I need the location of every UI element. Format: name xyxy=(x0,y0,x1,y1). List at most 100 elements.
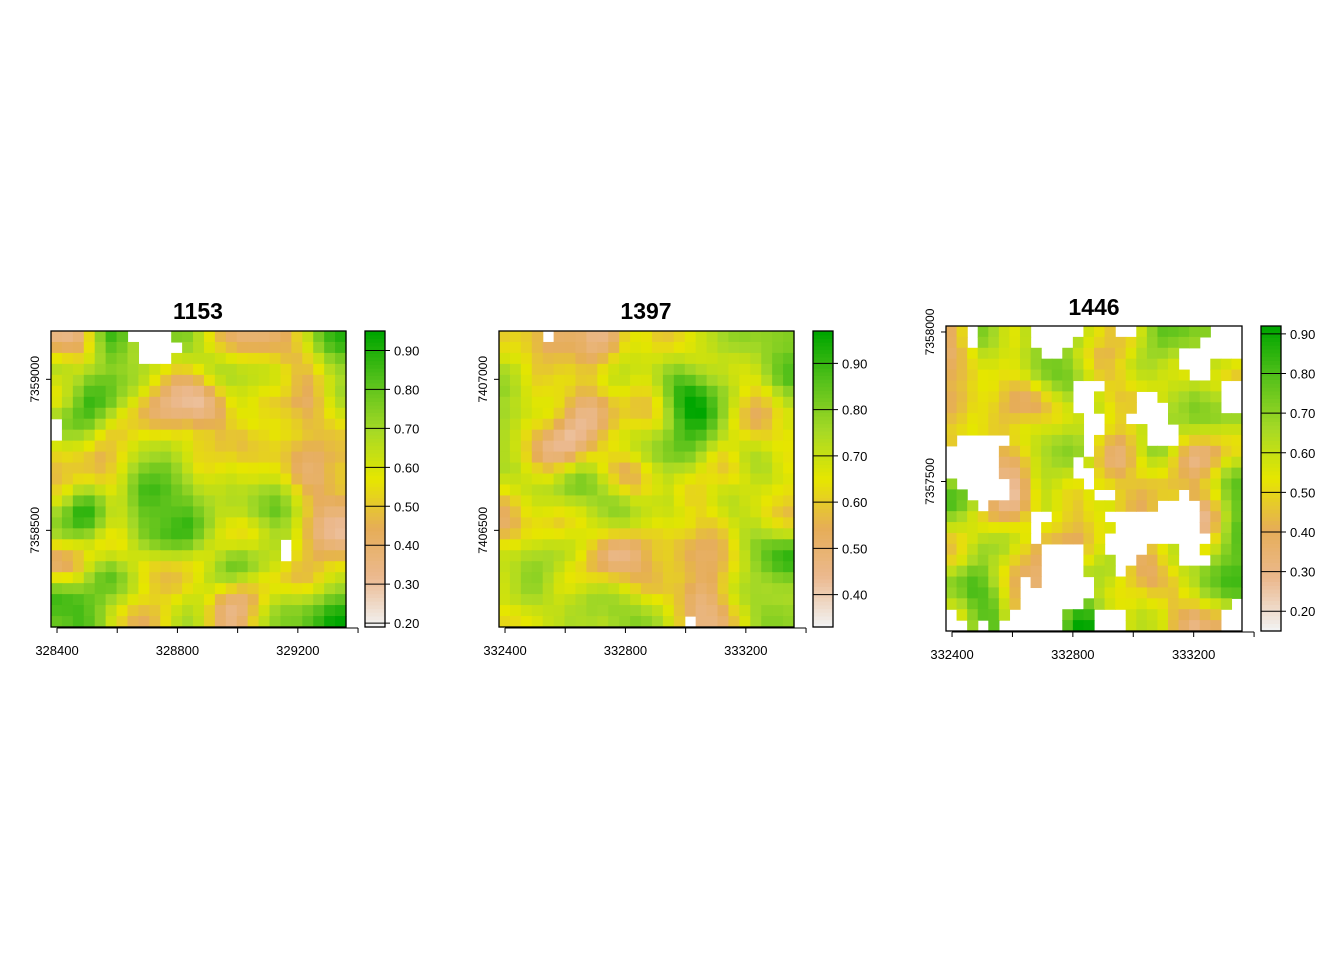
raster-cell xyxy=(553,385,566,398)
raster-cell xyxy=(258,363,271,376)
raster-cell xyxy=(564,440,577,453)
raster-cell xyxy=(706,517,719,529)
raster-cell xyxy=(619,616,631,628)
raster-cell xyxy=(1168,598,1180,610)
raster-cell xyxy=(160,528,172,540)
raster-cell xyxy=(1231,424,1243,436)
raster-cell xyxy=(1168,336,1180,349)
raster-cell xyxy=(72,374,85,387)
raster-cell xyxy=(127,407,140,420)
raster-cell xyxy=(739,605,751,617)
raster-cell xyxy=(553,506,566,518)
raster-cell xyxy=(684,396,697,409)
raster-cell xyxy=(61,539,74,551)
raster-cell xyxy=(662,605,675,617)
raster-cell xyxy=(1220,565,1233,578)
raster-cell xyxy=(1030,565,1042,578)
colorbar-segment xyxy=(813,612,833,617)
raster-cell xyxy=(706,429,719,442)
raster-cell xyxy=(61,331,74,343)
raster-cell xyxy=(531,594,544,606)
raster-cell xyxy=(1009,598,1021,610)
colorbar-segment xyxy=(365,534,385,539)
raster-cell xyxy=(684,407,697,420)
raster-cell xyxy=(193,385,205,398)
raster-cell xyxy=(61,429,74,442)
raster-cell xyxy=(531,550,544,562)
raster-cell xyxy=(695,550,708,562)
raster-cell xyxy=(1231,413,1243,425)
raster-cell xyxy=(335,418,347,431)
raster-cell xyxy=(1020,434,1032,447)
raster-cell xyxy=(509,605,522,617)
raster-cell xyxy=(761,550,773,562)
raster-cell xyxy=(280,462,292,475)
raster-cell xyxy=(662,429,675,442)
raster-cell xyxy=(214,506,227,518)
raster-cell xyxy=(247,583,260,595)
colorbar-segment xyxy=(1261,474,1281,480)
raster-cell xyxy=(280,385,292,398)
raster-cell xyxy=(706,583,719,595)
y-tick-label: 7407000 xyxy=(476,356,490,403)
raster-cell xyxy=(1157,380,1169,392)
raster-cell xyxy=(127,363,140,376)
raster-cell xyxy=(772,374,784,387)
raster-cell xyxy=(553,363,566,376)
colorbar-segment xyxy=(813,578,833,584)
raster-cell xyxy=(1220,445,1233,458)
raster-cell xyxy=(51,385,63,398)
colorbar-segment xyxy=(813,416,833,421)
raster-cell xyxy=(630,517,642,529)
raster-cell xyxy=(182,539,194,551)
raster-cell xyxy=(695,462,708,475)
colorbar-segment xyxy=(1261,592,1281,598)
raster-cell xyxy=(988,554,1000,567)
raster-cell xyxy=(520,484,533,497)
raster-cell xyxy=(269,429,282,442)
raster-cell xyxy=(1020,511,1032,523)
raster-cell xyxy=(72,605,85,617)
raster-cell xyxy=(1009,478,1021,490)
raster-cell xyxy=(51,495,63,507)
raster-cell xyxy=(977,413,989,425)
raster-cell xyxy=(313,341,325,354)
raster-cell xyxy=(149,605,161,617)
colorbar-segment xyxy=(365,438,385,443)
raster-cell xyxy=(324,374,336,387)
raster-cell xyxy=(509,594,522,606)
raster-cell xyxy=(520,385,533,398)
raster-cell xyxy=(324,517,336,529)
raster-cell xyxy=(1072,413,1085,425)
raster-cell xyxy=(193,473,205,486)
raster-cell xyxy=(1146,369,1159,382)
raster-cell xyxy=(509,473,522,486)
raster-cell xyxy=(1009,326,1021,338)
raster-cell xyxy=(225,473,238,486)
y-tick-label: 7406500 xyxy=(476,507,490,554)
raster-cell xyxy=(651,528,664,540)
raster-cell xyxy=(182,462,194,475)
raster-cell xyxy=(160,506,172,518)
raster-cell xyxy=(739,484,751,497)
raster-cell xyxy=(1189,609,1201,621)
raster-cell xyxy=(182,352,194,365)
raster-cells xyxy=(946,326,1243,632)
raster-cell xyxy=(182,341,194,354)
raster-cell xyxy=(619,594,631,606)
raster-cell xyxy=(998,511,1011,523)
raster-cell xyxy=(662,583,675,595)
raster-cell xyxy=(673,583,686,595)
raster-cell xyxy=(706,385,719,398)
raster-cell xyxy=(291,473,303,486)
colorbar-segment xyxy=(365,375,385,380)
raster-cell xyxy=(1051,434,1063,447)
raster-cell xyxy=(1104,369,1116,382)
raster-cell xyxy=(1189,587,1201,599)
raster-cell xyxy=(998,587,1011,599)
raster-cell xyxy=(662,440,675,453)
raster-cell xyxy=(1178,402,1190,414)
raster-cell xyxy=(499,341,511,354)
raster-cell xyxy=(1041,522,1053,534)
raster-cell xyxy=(772,528,784,540)
